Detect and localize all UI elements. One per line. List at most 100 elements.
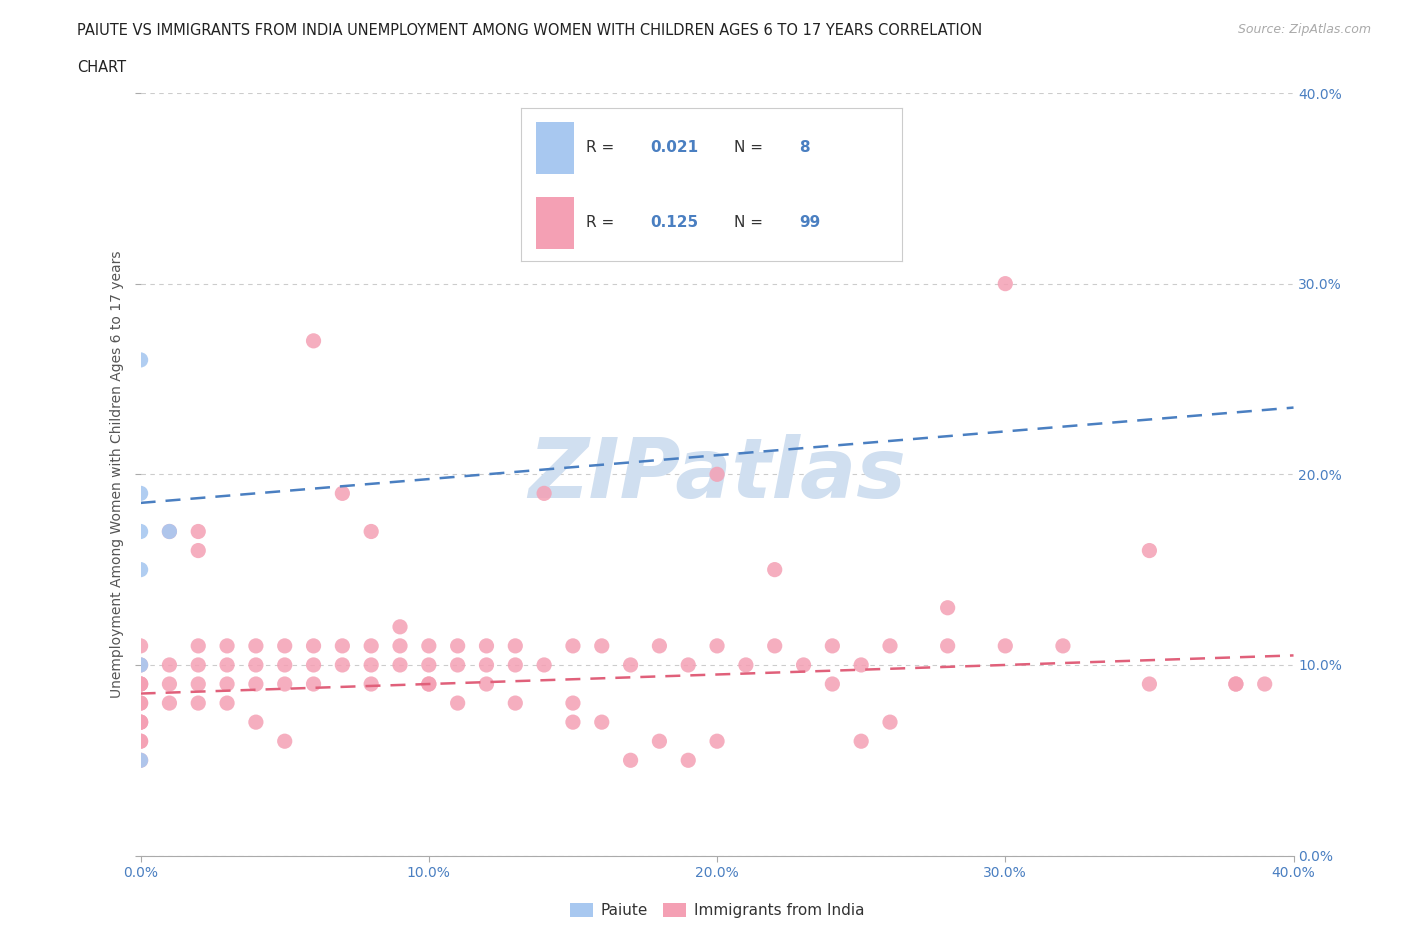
Point — [879, 639, 901, 654]
Point — [302, 658, 325, 672]
Point — [1139, 677, 1161, 692]
Point — [678, 753, 700, 768]
Point — [332, 486, 354, 501]
Point — [217, 696, 239, 711]
Point — [936, 601, 959, 616]
Point — [274, 639, 297, 654]
Point — [129, 486, 152, 501]
Point — [763, 563, 786, 578]
Point — [187, 696, 209, 711]
Point — [706, 639, 728, 654]
Point — [159, 677, 180, 692]
Point — [129, 715, 152, 730]
Point — [159, 658, 180, 672]
Text: Source: ZipAtlas.com: Source: ZipAtlas.com — [1237, 23, 1371, 36]
Point — [302, 677, 325, 692]
Point — [447, 696, 470, 711]
Point — [129, 753, 152, 768]
Point — [159, 525, 180, 539]
Point — [129, 696, 152, 711]
Point — [447, 639, 470, 654]
Point — [648, 639, 671, 654]
Point — [187, 677, 209, 692]
Point — [360, 677, 382, 692]
Point — [533, 486, 555, 501]
Point — [849, 658, 872, 672]
Point — [418, 639, 440, 654]
Point — [849, 734, 872, 749]
Point — [187, 639, 209, 654]
Point — [129, 525, 152, 539]
Point — [418, 658, 440, 672]
Point — [129, 563, 152, 578]
Point — [187, 658, 209, 672]
Point — [217, 658, 239, 672]
Point — [360, 658, 382, 672]
Point — [129, 677, 152, 692]
Point — [591, 715, 613, 730]
Point — [217, 639, 239, 654]
Point — [821, 677, 844, 692]
Point — [821, 639, 844, 654]
Point — [159, 525, 180, 539]
Point — [159, 696, 180, 711]
Point — [245, 715, 267, 730]
Point — [1225, 677, 1247, 692]
Point — [678, 658, 700, 672]
Point — [793, 658, 815, 672]
Point — [388, 619, 411, 634]
Point — [562, 715, 585, 730]
Point — [332, 658, 354, 672]
Point — [936, 639, 959, 654]
Point — [360, 525, 382, 539]
Point — [475, 658, 498, 672]
Point — [562, 696, 585, 711]
Point — [129, 753, 152, 768]
Point — [129, 715, 152, 730]
Point — [274, 734, 297, 749]
Point — [418, 677, 440, 692]
Point — [1254, 677, 1277, 692]
Point — [706, 734, 728, 749]
Point — [129, 639, 152, 654]
Point — [129, 658, 152, 672]
Point — [129, 715, 152, 730]
Y-axis label: Unemployment Among Women with Children Ages 6 to 17 years: Unemployment Among Women with Children A… — [110, 250, 124, 698]
Point — [503, 639, 526, 654]
Point — [245, 677, 267, 692]
Point — [187, 543, 209, 558]
Point — [129, 658, 152, 672]
Point — [879, 715, 901, 730]
Point — [1139, 543, 1161, 558]
Point — [418, 677, 440, 692]
Legend: Paiute, Immigrants from India: Paiute, Immigrants from India — [564, 897, 870, 924]
Point — [706, 467, 728, 482]
Point — [129, 734, 152, 749]
Point — [187, 525, 209, 539]
Point — [994, 639, 1017, 654]
Point — [533, 181, 555, 196]
Point — [1052, 639, 1074, 654]
Point — [533, 658, 555, 672]
Point — [302, 334, 325, 349]
Point — [475, 639, 498, 654]
Point — [217, 677, 239, 692]
Point — [274, 677, 297, 692]
Point — [619, 658, 641, 672]
Text: CHART: CHART — [77, 60, 127, 75]
Point — [388, 639, 411, 654]
Point — [360, 639, 382, 654]
Point — [619, 753, 641, 768]
Point — [447, 658, 470, 672]
Text: PAIUTE VS IMMIGRANTS FROM INDIA UNEMPLOYMENT AMONG WOMEN WITH CHILDREN AGES 6 TO: PAIUTE VS IMMIGRANTS FROM INDIA UNEMPLOY… — [77, 23, 983, 38]
Point — [1225, 677, 1247, 692]
Point — [245, 639, 267, 654]
Point — [503, 658, 526, 672]
Point — [129, 677, 152, 692]
Text: ZIPatlas: ZIPatlas — [529, 433, 905, 515]
Point — [648, 734, 671, 749]
Point — [388, 658, 411, 672]
Point — [302, 639, 325, 654]
Point — [475, 677, 498, 692]
Point — [735, 658, 758, 672]
